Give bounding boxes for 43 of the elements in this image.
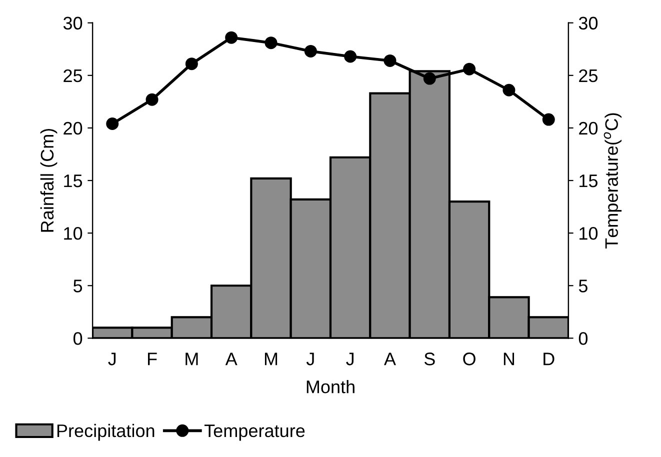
x-tick-label: J [108, 352, 116, 366]
y2-tick-label: 0 [578, 332, 588, 345]
y-tick-label: 30 [63, 16, 82, 30]
y2-tick-label: 5 [578, 280, 588, 292]
x-tick-label: N [504, 352, 514, 366]
y-tick-label: 10 [64, 227, 82, 240]
x-tick-label: M [264, 352, 278, 366]
x-tick-label: J [346, 352, 354, 366]
y2-tick-label: 10 [580, 227, 598, 240]
y-tick-label: 5 [74, 280, 82, 292]
point [384, 54, 396, 67]
point [344, 50, 357, 63]
y2-axis-title: Temperature($^{o}$C) [604, 113, 622, 249]
legend-label: Precipitation [57, 424, 154, 441]
x-tick-label: O [463, 352, 476, 366]
y-tick-label: 0 [73, 332, 82, 345]
point [542, 113, 555, 126]
x-tick-label: J [306, 352, 314, 366]
y2-tick-label: 15 [580, 174, 598, 188]
y2-tick-label: 20 [579, 122, 598, 135]
x-tick-label: A [225, 352, 238, 366]
point [264, 36, 278, 50]
point [185, 58, 198, 70]
y-tick-label: 20 [64, 122, 82, 135]
point [423, 72, 436, 85]
y2-tick-label: 25 [579, 69, 598, 82]
x-axis-title: Month [306, 380, 354, 394]
point [502, 84, 516, 96]
y-axis-title: Rainfall (Cm) [40, 128, 58, 232]
x-tick-label: M [186, 352, 198, 366]
x-tick-label: D [544, 352, 554, 366]
point [146, 93, 158, 106]
x-tick-label: F [148, 352, 157, 366]
y-tick-label: 15 [64, 174, 82, 188]
point [106, 118, 119, 130]
point [463, 62, 476, 76]
x-tick-label: A [384, 352, 396, 366]
point [225, 31, 238, 44]
x-tick-label: S [424, 352, 435, 366]
point [304, 44, 317, 58]
legend-label: Temperature [204, 424, 305, 441]
y-tick-label: 25 [64, 69, 82, 82]
y2-tick-label: 30 [578, 16, 598, 30]
